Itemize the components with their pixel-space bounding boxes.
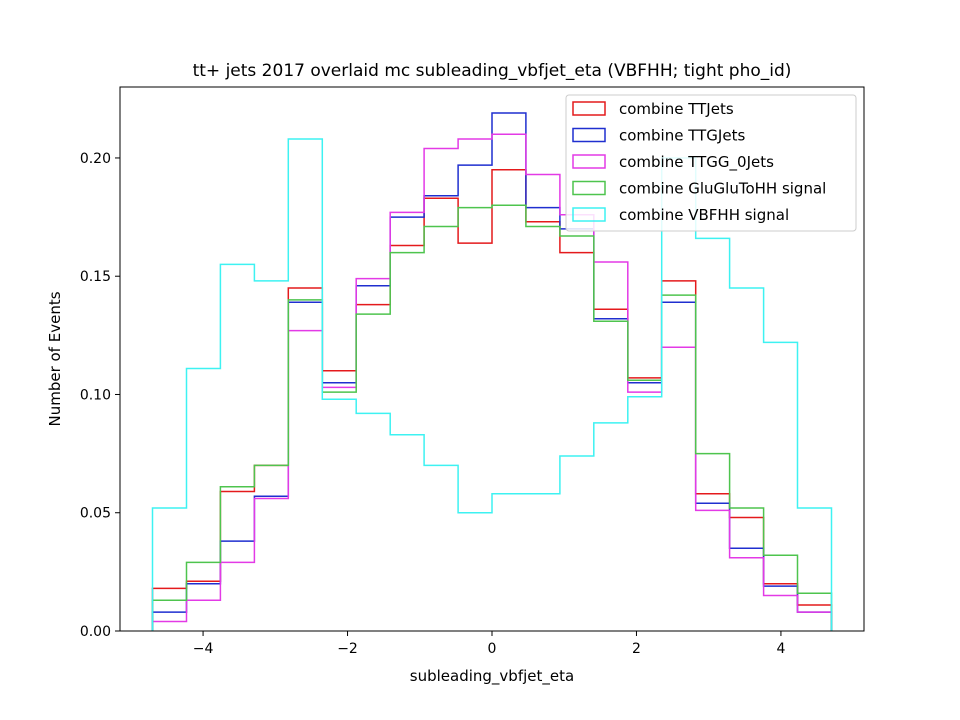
series-2-step-outline: [151, 133, 833, 631]
series-layer: [151, 112, 833, 631]
legend: combine TTJets combine TTGJets combine TTG…: [565, 94, 857, 232]
x-tick-label: 4: [776, 641, 785, 657]
legend-label: combine TTGG_0Jets: [619, 153, 774, 172]
legend-label: combine TTGJets: [619, 127, 745, 145]
series-3-step-outline: [151, 204, 833, 631]
y-tick-label: 0.15: [80, 269, 111, 285]
y-tick-label: 0.00: [80, 624, 111, 640]
legend-entries: combine TTJets combine TTGJets combine TTG…: [572, 100, 826, 224]
series-4-step-outline: [151, 138, 833, 631]
legend-swatch: [572, 154, 606, 169]
x-axis-label: subleading_vbfjet_eta: [410, 667, 574, 686]
legend-swatch: [572, 127, 606, 143]
x-tick-label: −4: [193, 641, 214, 657]
legend-label: combine GluGluToHH signal: [619, 180, 826, 198]
x-tick-label: −2: [337, 641, 358, 657]
legend-label: combine TTJets: [619, 100, 734, 118]
legend-label: combine VBFHH signal: [619, 206, 789, 224]
y-tick-label: 0.05: [80, 506, 111, 522]
y-axis-label: Number of Events: [46, 291, 64, 426]
legend-swatch: [572, 180, 606, 196]
legend-swatch: [572, 207, 606, 222]
x-tick-label: 2: [632, 641, 641, 657]
y-tick-label: 0.20: [80, 151, 111, 167]
chart-title: tt+ jets 2017 overlaid mc subleading_vbf…: [193, 61, 792, 81]
y-tick-label: 0.10: [80, 387, 111, 403]
x-tick-label: 0: [488, 641, 497, 657]
legend-swatch: [572, 101, 606, 116]
y-axis-ticks: 0.00 0.05 0.10 0.15 0.20: [80, 151, 120, 640]
x-axis-ticks: −4 −2 0 2 4: [193, 631, 785, 657]
legend-box: [565, 94, 857, 232]
